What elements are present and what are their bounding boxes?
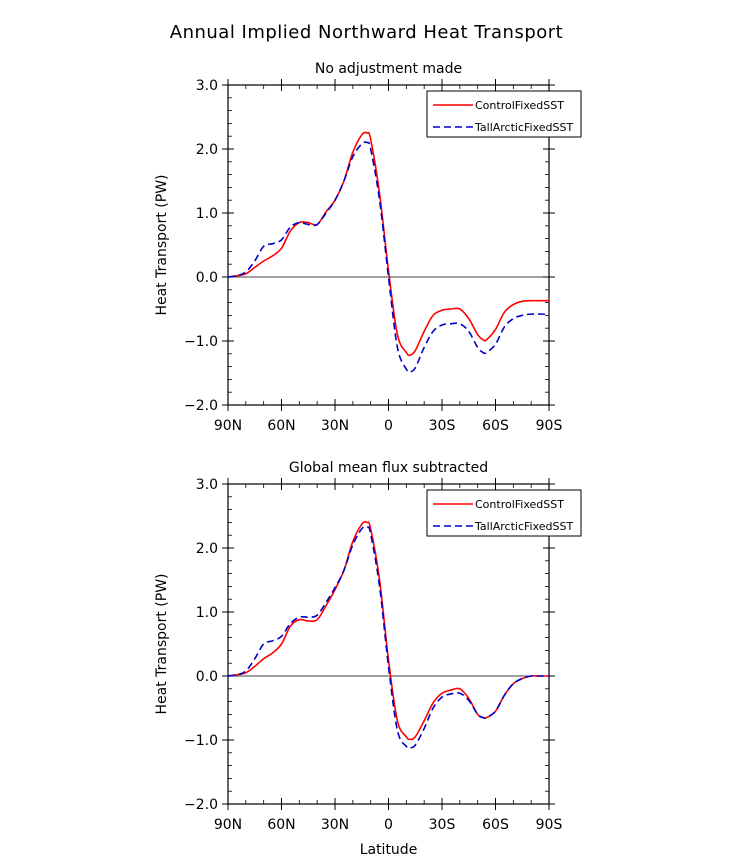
- x-axis-label: Latitude: [360, 842, 418, 858]
- x-tick-label: 60N: [267, 817, 295, 833]
- y-axis-label: Heat Transport (PW): [154, 174, 170, 315]
- y-tick-label: 2.0: [196, 541, 218, 557]
- x-tick-label: 30N: [321, 418, 349, 434]
- y-tick-label: 0.0: [196, 270, 218, 286]
- x-tick-label: 60S: [482, 418, 509, 434]
- y-tick-label: 0.0: [196, 669, 218, 685]
- x-tick-label: 30S: [429, 817, 456, 833]
- chart-panel-1: No adjustment made −2.0 −1.0 0.0 1.0 2.0 3.0 90…: [154, 61, 582, 434]
- chart-panel-2: Global mean flux subtracted −2.0 −1.0 0.0 1.…: [154, 460, 582, 858]
- legend-box: [426, 489, 582, 537]
- y-tick-label: 1.0: [196, 605, 218, 621]
- x-tick-label: 90N: [214, 817, 242, 833]
- x-tick-label: 90S: [536, 418, 563, 434]
- chart-title: Global mean flux subtracted: [289, 460, 488, 476]
- series-line-controlfixedsst: [227, 521, 549, 741]
- legend-label: TallArcticFixedSST: [474, 121, 573, 134]
- series-line-tallarcticfixedsst: [227, 141, 549, 373]
- y-tick-label: −2.0: [184, 797, 218, 813]
- x-tick-label: 0: [384, 817, 393, 833]
- x-tick-label: 90N: [214, 418, 242, 434]
- legend-label: ControlFixedSST: [475, 99, 564, 112]
- chart-title: No adjustment made: [315, 61, 462, 77]
- y-tick-label: −1.0: [184, 334, 218, 350]
- series-line-controlfixedsst: [227, 131, 549, 357]
- page-title: Annual Implied Northward Heat Transport: [169, 22, 564, 43]
- y-tick-label: 3.0: [196, 78, 218, 94]
- y-tick-label: 1.0: [196, 206, 218, 222]
- x-tick-label: 60S: [482, 817, 509, 833]
- y-axis-label: Heat Transport (PW): [154, 573, 170, 714]
- x-tick-label: 30N: [321, 817, 349, 833]
- y-tick-label: 3.0: [196, 477, 218, 493]
- legend-label: TallArcticFixedSST: [474, 520, 573, 533]
- y-tick-label: −2.0: [184, 398, 218, 414]
- x-tick-label: 0: [384, 418, 393, 434]
- y-tick-label: −1.0: [184, 733, 218, 749]
- legend-box: [426, 90, 582, 138]
- y-tick-label: 2.0: [196, 142, 218, 158]
- x-tick-label: 90S: [536, 817, 563, 833]
- x-tick-label: 60N: [267, 418, 295, 434]
- series-line-tallarcticfixedsst: [227, 525, 549, 749]
- legend-label: ControlFixedSST: [475, 498, 564, 511]
- x-tick-label: 30S: [429, 418, 456, 434]
